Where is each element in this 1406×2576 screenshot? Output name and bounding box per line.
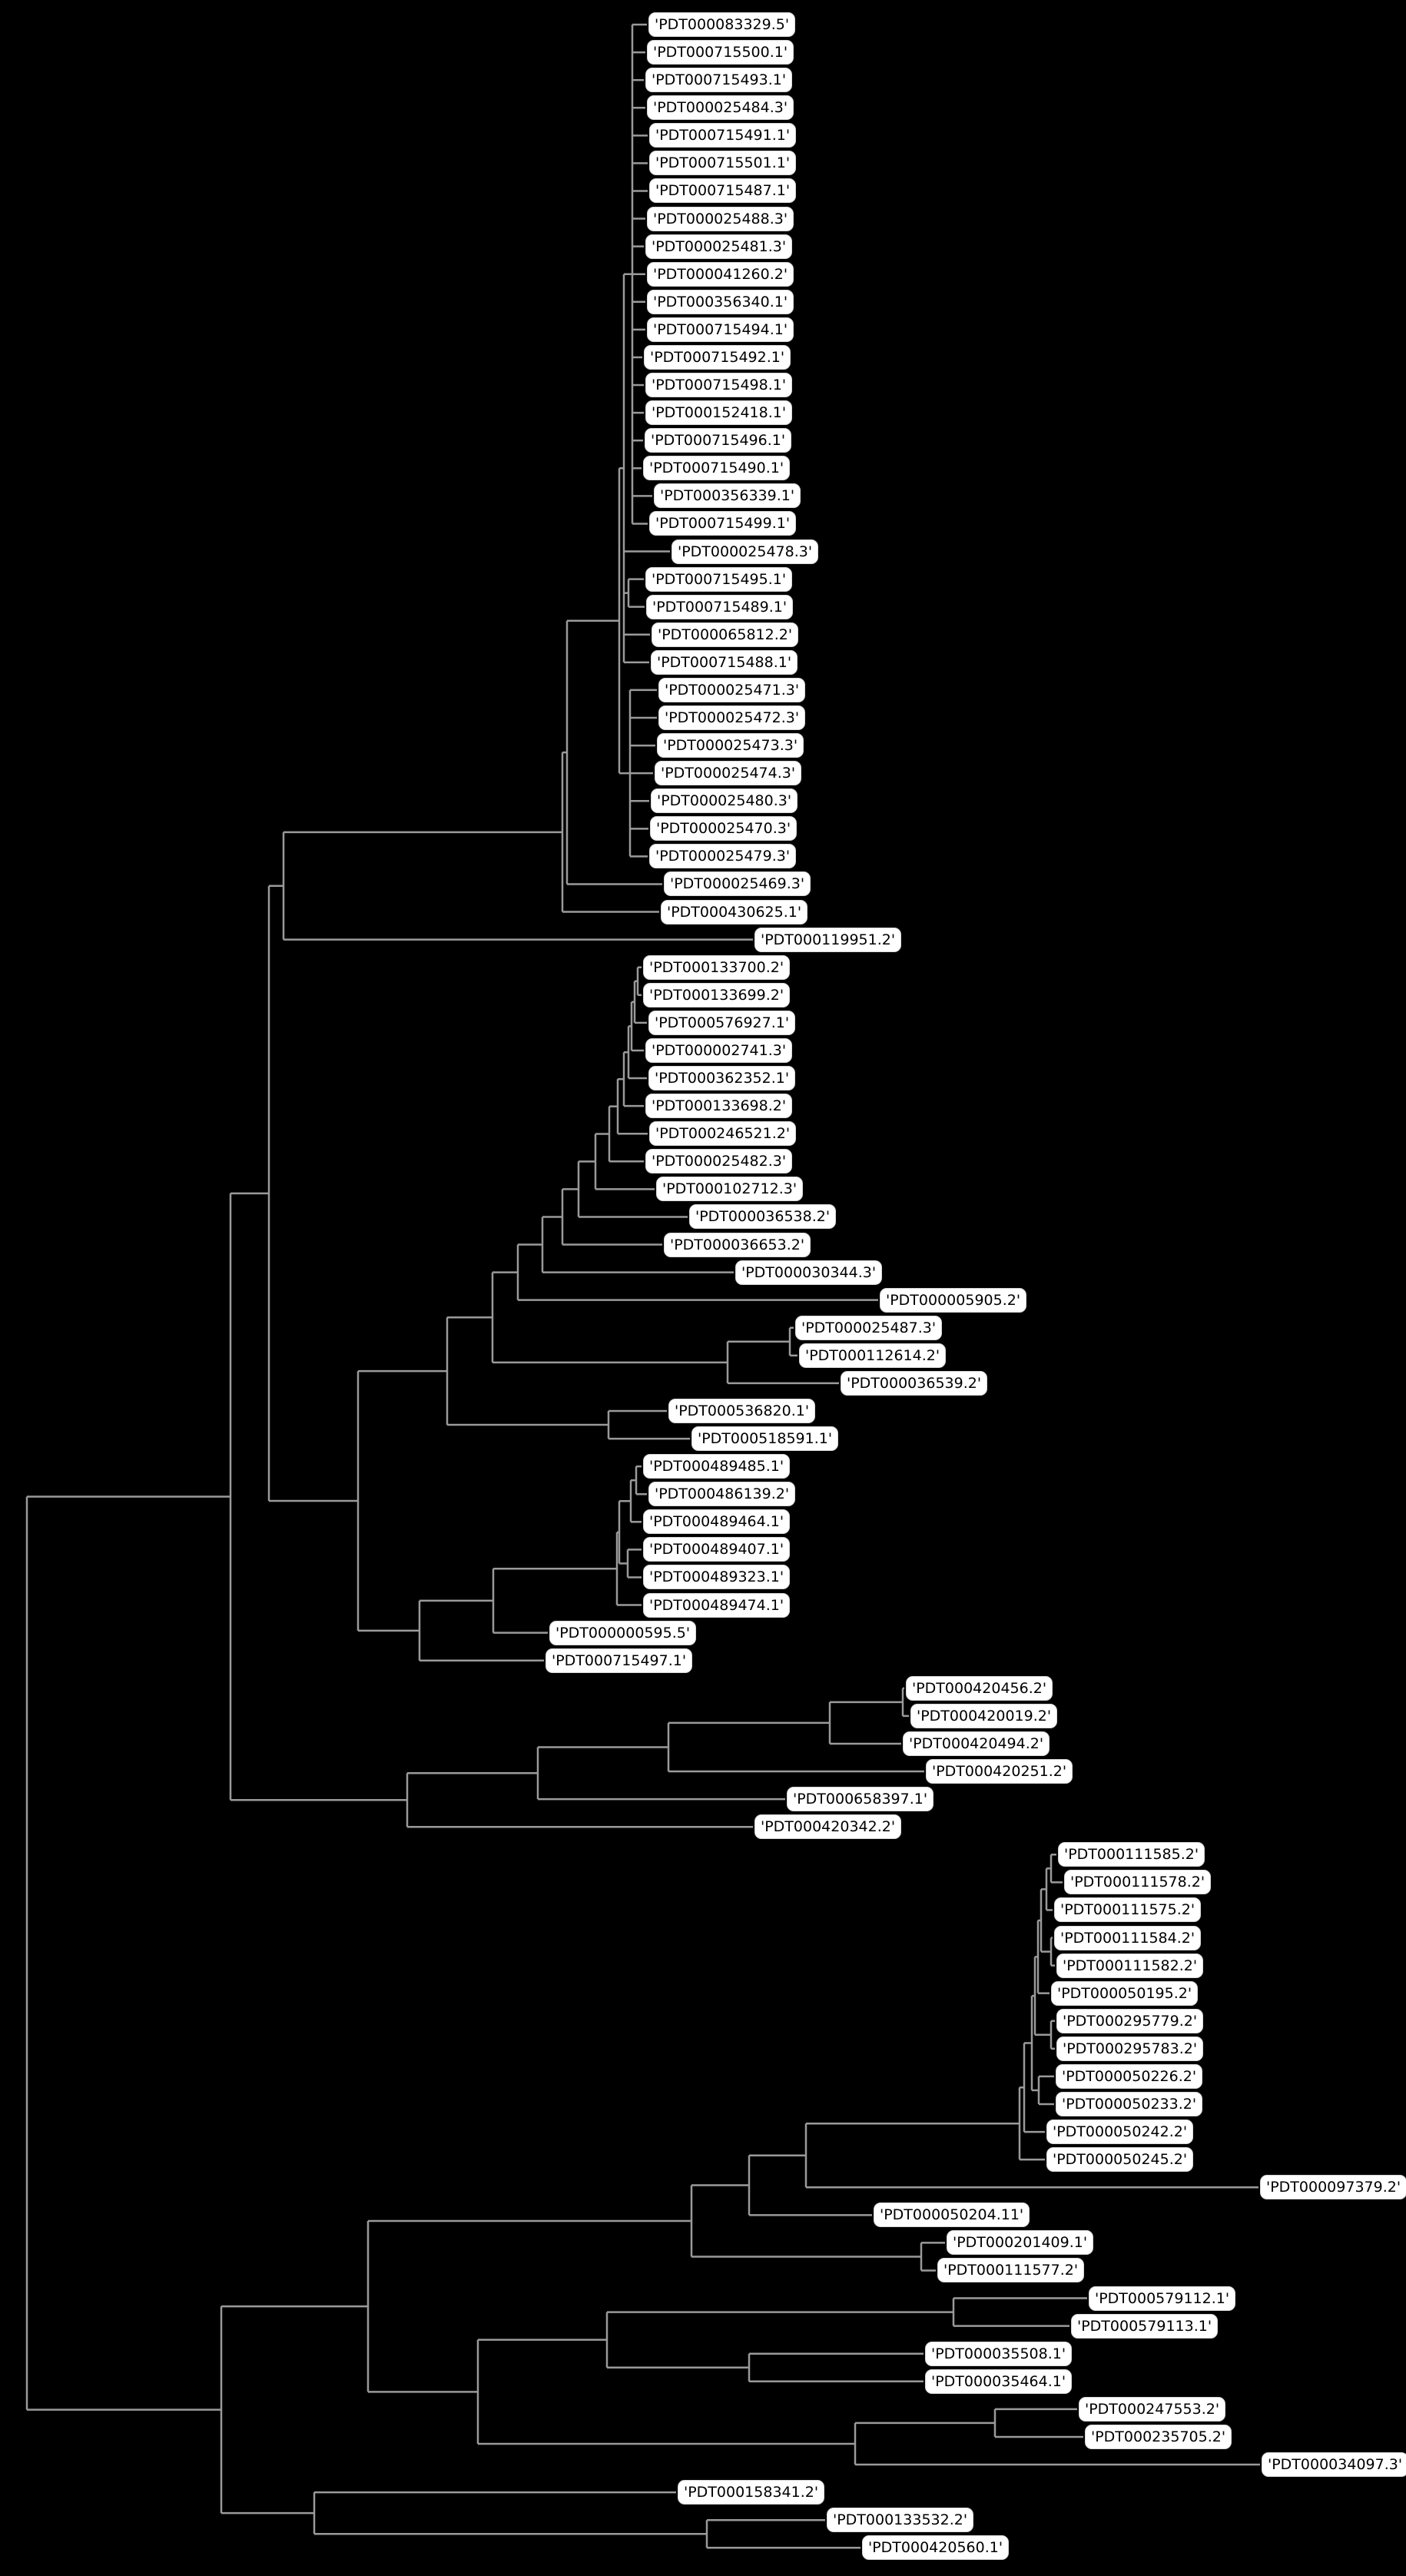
leaf-label: 'PDT000025482.3' [645,1149,793,1174]
leaf-label: 'PDT000025479.3' [649,844,797,869]
leaf-label: 'PDT000025481.3' [645,234,793,259]
leaf-label: 'PDT000025472.3' [658,705,806,730]
leaf-label: 'PDT000002741.3' [645,1037,793,1063]
leaf-label: 'PDT000111584.2' [1054,1925,1202,1950]
leaf-label: 'PDT000235705.2' [1085,2424,1232,2449]
leaf-label: 'PDT000050242.2' [1046,2120,1194,2145]
leaf-label: 'PDT000246521.2' [649,1121,797,1147]
leaf-label: 'PDT000041260.2' [647,261,794,287]
leaf-label: 'PDT000518591.1' [691,1426,839,1452]
leaf-label: 'PDT000247553.2' [1079,2396,1226,2422]
leaf-label: 'PDT000579112.1' [1089,2286,1236,2311]
leaf-label: 'PDT000025478.3' [671,539,819,564]
leaf-label: 'PDT000111578.2' [1064,1870,1212,1895]
leaf-label: 'PDT000083329.5' [648,12,796,37]
leaf-label: 'PDT000102712.3' [656,1177,804,1202]
leaf-label: 'PDT000715492.1' [644,344,791,370]
leaf-label: 'PDT000025473.3' [657,733,804,759]
leaf-label: 'PDT000715495.1' [645,566,793,592]
leaf-label: 'PDT000430625.1' [661,899,808,925]
leaf-label: 'PDT000715487.1' [649,178,797,204]
leaf-label: 'PDT000420342.2' [754,1814,902,1840]
leaf-label: 'PDT000489323.1' [643,1565,791,1590]
leaf-label: 'PDT000112614.2' [799,1343,947,1368]
leaf-label: 'PDT000715488.1' [651,649,798,675]
leaf-label: 'PDT000005905.2' [880,1287,1027,1313]
leaf-label: 'PDT000025487.3' [795,1315,943,1340]
leaf-label: 'PDT000025480.3' [651,788,798,814]
leaf-label: 'PDT000036538.2' [689,1204,837,1230]
leaf-label: 'PDT000050195.2' [1051,1980,1199,2006]
leaf-label: 'PDT000420019.2' [910,1703,1058,1728]
leaf-label: 'PDT000420251.2' [926,1759,1073,1784]
leaf-label: 'PDT000715489.1' [646,594,794,619]
leaf-label: 'PDT000030344.3' [735,1260,883,1285]
leaf-label: 'PDT000111575.2' [1054,1897,1202,1923]
leaf-label: 'PDT000715497.1' [545,1648,693,1673]
leaf-label: 'PDT000133698.2' [645,1094,793,1119]
leaf-label: 'PDT000715499.1' [649,511,797,536]
leaf-label: 'PDT000489474.1' [643,1592,791,1618]
leaf-label: 'PDT000035464.1' [925,2369,1073,2394]
leaf-label: 'PDT000715498.1' [645,373,793,398]
leaf-label: 'PDT000658397.1' [787,1787,934,1812]
leaf-label: 'PDT000295783.2' [1056,2036,1204,2061]
leaf-label: 'PDT000036653.2' [664,1232,811,1257]
leaf-label: 'PDT000536820.1' [668,1399,816,1423]
leaf-label: 'PDT000356339.1' [654,483,801,509]
leaf-label: 'PDT000133700.2' [643,954,791,980]
leaf-label: 'PDT000000595.5' [549,1620,697,1645]
leaf-label: 'PDT000489464.1' [643,1509,791,1535]
leaf-label: 'PDT000715501.1' [649,151,797,176]
leaf-label: 'PDT000420560.1' [862,2535,1010,2561]
leaf-label: 'PDT000715490.1' [643,456,791,481]
leaf-label: 'PDT000025488.3' [647,206,794,231]
leaf-label: 'PDT000420456.2' [906,1675,1053,1701]
leaf-label: 'PDT000152418.1' [645,400,793,426]
leaf-label: 'PDT000119951.2' [754,927,902,952]
leaf-label: 'PDT000065812.2' [652,622,799,647]
leaf-label: 'PDT000715494.1' [647,317,794,342]
leaf-label: 'PDT000050233.2' [1056,2092,1203,2116]
leaf-label: 'PDT000715493.1' [645,68,793,93]
leaf-label: 'PDT000133532.2' [827,2508,974,2533]
leaf-label: 'PDT000036539.2' [841,1370,988,1396]
leaf-label: 'PDT000579113.1' [1071,2313,1219,2339]
leaf-label: 'PDT000025471.3' [658,677,806,702]
leaf-label: 'PDT000715500.1' [647,40,794,65]
leaf-label: 'PDT000111585.2' [1058,1842,1205,1867]
leaf-label: 'PDT000486139.2' [648,1482,796,1507]
leaf-label: 'PDT000025469.3' [664,871,811,897]
leaf-label: 'PDT000034097.3' [1262,2452,1406,2478]
leaf-label: 'PDT000025470.3' [650,816,798,842]
leaf-label: 'PDT000050204.11' [874,2203,1030,2228]
leaf-label: 'PDT000097379.2' [1260,2175,1406,2200]
leaf-label: 'PDT000295779.2' [1056,2008,1204,2033]
leaf-label: 'PDT000715491.1' [649,123,797,148]
leaf-label: 'PDT000420494.2' [903,1731,1050,1756]
leaf-label: 'PDT000025474.3' [655,761,802,786]
leaf-label: 'PDT000201409.1' [947,2230,1094,2256]
leaf-label: 'PDT000362352.1' [648,1066,796,1091]
leaf-label: 'PDT000111577.2' [937,2258,1085,2283]
leaf-label: 'PDT000035508.1' [925,2341,1073,2366]
leaf-label: 'PDT000050226.2' [1056,2063,1203,2089]
leaf-label: 'PDT000715496.1' [645,428,792,453]
leaf-label: 'PDT000050245.2' [1046,2147,1194,2173]
leaf-label: 'PDT000576927.1' [648,1010,796,1035]
leaf-label: 'PDT000025484.3' [647,95,794,121]
leaf-label: 'PDT000489407.1' [643,1537,791,1562]
leaf-label: 'PDT000158341.2' [678,2480,825,2505]
leaf-label: 'PDT000356340.1' [647,289,794,314]
leaf-label: 'PDT000489485.1' [643,1454,791,1479]
leaf-label: 'PDT000133699.2' [643,982,791,1007]
leaf-label: 'PDT000111582.2' [1056,1953,1204,1978]
